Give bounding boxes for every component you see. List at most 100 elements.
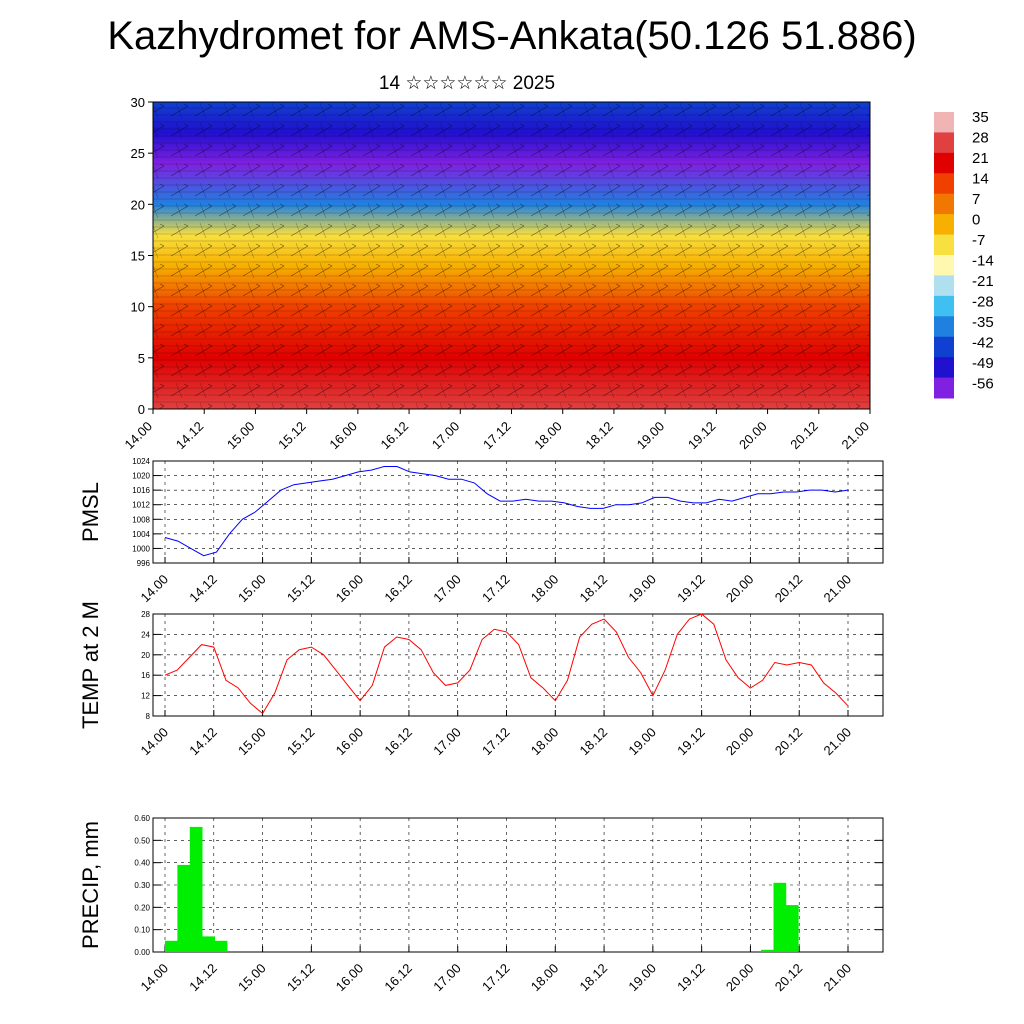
heatmap-x-tick-label: 14.12 — [173, 419, 207, 453]
precip-x-tick-label: 18.12 — [577, 961, 611, 995]
heatmap-y-tick-label: 25 — [131, 146, 145, 161]
temp-y-tick-label: 16 — [141, 671, 150, 680]
precip-bar — [189, 826, 203, 952]
pmsl-x-tick-label: 19.12 — [674, 572, 708, 606]
temp-y-tick-label: 28 — [141, 610, 150, 619]
colorbar-label: 7 — [972, 191, 980, 208]
pmsl-x-tick-label: 16.00 — [333, 572, 367, 606]
temp-y-tick-label: 24 — [141, 630, 150, 639]
pmsl-y-title: PMSL — [78, 482, 103, 542]
colorbar-swatch — [934, 255, 954, 276]
colorbar-swatch — [934, 112, 954, 133]
precip-x-tick-label: 17.00 — [430, 961, 464, 995]
precip-bar — [773, 882, 787, 952]
colorbar-swatch — [934, 357, 954, 379]
colorbar-swatch — [934, 316, 954, 338]
heatmap-y-tick-label: 10 — [131, 300, 145, 315]
pmsl-x-tick-label: 16.12 — [381, 572, 415, 606]
colorbar-swatch — [934, 336, 954, 358]
pmsl-x-tick-label: 21.00 — [821, 572, 855, 606]
temp-x-tick-label: 15.00 — [235, 725, 269, 759]
temp-series-line — [164, 613, 849, 715]
colorbar-swatch — [934, 173, 954, 195]
colorbar-label: 14 — [972, 171, 989, 188]
precip-y-title: PRECIP, mm — [78, 821, 103, 949]
colorbar-label: -56 — [972, 376, 994, 393]
temp-y-title: TEMP at 2 M — [78, 601, 103, 729]
temp-x-tick-label: 14.00 — [138, 725, 172, 759]
pmsl-x-tick-label: 15.00 — [235, 572, 269, 606]
precip-y-tick-label: 0.00 — [134, 948, 150, 957]
colorbar-label: -14 — [972, 253, 994, 270]
heatmap-y-tick-label: 0 — [138, 402, 145, 417]
precip-y-tick-label: 0.60 — [134, 814, 150, 823]
heatmap-y-tick-label: 20 — [131, 197, 145, 212]
page-subtitle: 14 ☆☆☆☆☆☆ 2025 — [378, 73, 556, 94]
precip-bar — [785, 905, 799, 952]
colorbar-swatch — [934, 193, 954, 215]
temp-x-tick-label: 18.12 — [577, 725, 611, 759]
pmsl-y-tick-label: 1024 — [132, 457, 150, 466]
colorbar-swatch — [934, 152, 954, 174]
precip-x-tick-label: 20.00 — [723, 961, 757, 995]
temp-x-tick-label: 15.12 — [284, 725, 318, 759]
heatmap-x-tick-label: 19.00 — [634, 419, 668, 453]
colorbar-swatch — [934, 377, 954, 399]
pmsl-y-tick-label: 1012 — [132, 501, 150, 510]
colorbar-label: -49 — [972, 355, 994, 372]
precip-x-tick-label: 18.00 — [528, 961, 562, 995]
colorbar-swatch — [934, 275, 954, 297]
pmsl-x-tick-label: 18.12 — [577, 572, 611, 606]
temp-x-tick-label: 20.12 — [772, 725, 806, 759]
temp-x-tick-label: 19.12 — [674, 725, 708, 759]
colorbar-swatch — [934, 234, 954, 256]
heatmap-x-tick-label: 20.12 — [787, 419, 821, 453]
temp-y-tick-label: 20 — [141, 651, 150, 660]
heatmap-x-tick-label: 17.00 — [429, 419, 463, 453]
temp-x-tick-label: 17.12 — [479, 725, 513, 759]
colorbar-label: -35 — [972, 314, 994, 331]
heatmap-x-tick-label: 15.00 — [224, 419, 258, 453]
pmsl-y-tick-label: 1004 — [132, 530, 150, 539]
pmsl-x-tick-label: 19.00 — [625, 572, 659, 606]
precip-bar — [761, 949, 774, 952]
heatmap-x-tick-label: 16.00 — [326, 419, 360, 453]
heatmap-x-tick-label: 19.12 — [685, 419, 719, 453]
pmsl-x-tick-label: 15.12 — [284, 572, 318, 606]
temp-x-tick-label: 18.00 — [528, 725, 562, 759]
precip-x-tick-label: 17.12 — [479, 961, 513, 995]
pmsl-y-tick-label: 996 — [137, 559, 151, 568]
precip-bar — [165, 940, 178, 952]
heatmap-x-tick-label: 21.00 — [839, 419, 873, 453]
precip-bar — [202, 936, 215, 952]
pmsl-x-tick-label: 14.00 — [138, 572, 172, 606]
pmsl-y-tick-label: 1008 — [132, 515, 150, 524]
precip-y-tick-label: 0.10 — [134, 926, 150, 935]
temp-x-tick-label: 17.00 — [430, 725, 464, 759]
colorbar-swatch — [934, 214, 954, 236]
precip-x-tick-label: 14.00 — [138, 961, 172, 995]
pmsl-y-tick-label: 1016 — [132, 486, 150, 495]
temp-x-tick-label: 14.12 — [186, 725, 220, 759]
precip-x-tick-label: 16.12 — [381, 961, 415, 995]
temp-x-tick-label: 20.00 — [723, 725, 757, 759]
pmsl-x-tick-label: 17.00 — [430, 572, 464, 606]
colorbar-label: -21 — [972, 273, 994, 290]
colorbar-label: -42 — [972, 335, 994, 352]
pmsl-y-tick-label: 1000 — [132, 544, 150, 553]
heatmap-x-tick-label: 15.12 — [275, 419, 309, 453]
precip-y-tick-label: 0.20 — [134, 903, 150, 912]
pmsl-x-tick-label: 14.12 — [186, 572, 220, 606]
pmsl-x-tick-label: 20.00 — [723, 572, 757, 606]
pmsl-y-tick-label: 1020 — [132, 472, 150, 481]
colorbar-swatch — [934, 295, 954, 317]
colorbar-swatch — [934, 132, 954, 154]
precip-y-tick-label: 0.40 — [134, 859, 150, 868]
pmsl-series-line — [164, 466, 849, 557]
heatmap-y-tick-label: 15 — [131, 249, 145, 264]
precip-x-tick-label: 21.00 — [821, 961, 855, 995]
temp-y-tick-label: 12 — [141, 692, 150, 701]
temp-y-tick-label: 8 — [146, 712, 151, 721]
precip-bar — [214, 940, 228, 952]
